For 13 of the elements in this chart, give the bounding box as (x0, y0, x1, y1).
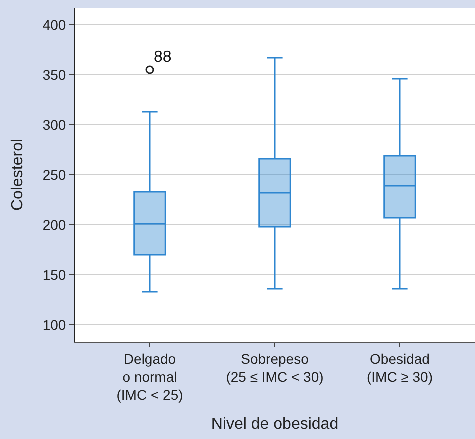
x-tick-label: Delgado o normal (IMC < 25) (116, 350, 184, 404)
y-tick-label: 350 (42, 66, 66, 83)
y-tick-label: 400 (42, 16, 66, 33)
y-tick-label: 300 (42, 116, 66, 133)
x-tick-label: Obesidad (IMC ≥ 30) (366, 350, 434, 385)
y-tick-label: 200 (42, 216, 66, 233)
x-tick-label: Sobrepeso (25 ≤ IMC < 30) (226, 350, 324, 385)
y-tick-label: 250 (42, 166, 66, 183)
y-tick-label: 150 (42, 266, 66, 283)
annotation: 88 (154, 49, 172, 66)
y-axis-title: Colesterol (10, 138, 27, 212)
x-axis-title: Nivel de obesidad (211, 416, 339, 433)
y-tick-label: 100 (42, 316, 66, 333)
